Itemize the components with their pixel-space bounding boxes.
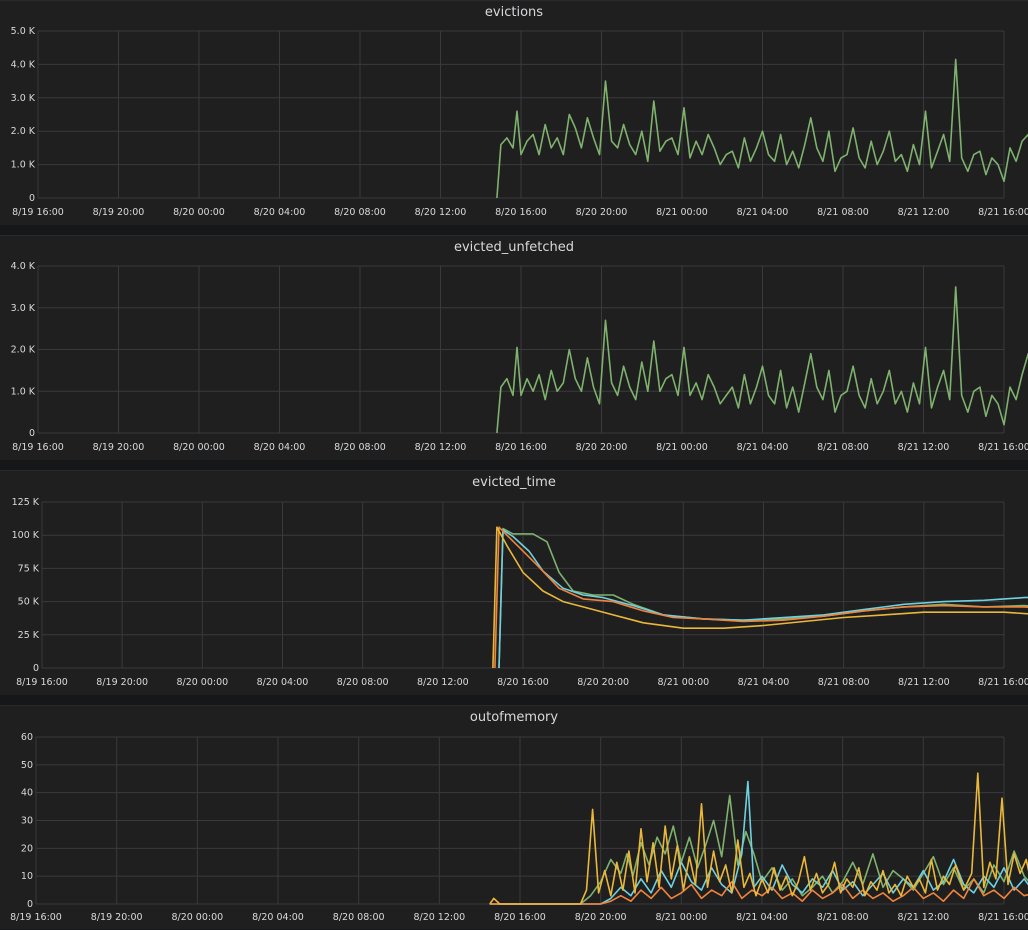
y-tick-label: 0 xyxy=(33,663,39,674)
chart-outofmemory: 0 10 20 30 40 50 60 8/19 16:00 8/19 20:00 8/20 00… xyxy=(10,732,1028,923)
x-tick-label: 8/21 04:00 xyxy=(737,442,789,453)
x-tick-label: 8/20 04:00 xyxy=(254,207,306,218)
y-tick-label: 0 xyxy=(29,193,35,204)
x-tick-label: 8/20 08:00 xyxy=(334,442,386,453)
x-tick-label: 8/21 12:00 xyxy=(897,912,949,923)
x-tick-label: 8/21 16:00 xyxy=(978,677,1028,688)
x-tick-label: 8/21 08:00 xyxy=(818,677,870,688)
x-tick-label: 8/20 00:00 xyxy=(173,207,225,218)
x-tick-label: 8/21 00:00 xyxy=(656,442,708,453)
series-line-yellow xyxy=(492,526,1028,669)
x-tick-label: 8/19 16:00 xyxy=(10,912,62,923)
x-tick-label: 8/20 00:00 xyxy=(173,442,225,453)
x-tick-label: 8/21 04:00 xyxy=(736,912,788,923)
y-tick-label: 125 K xyxy=(12,497,40,508)
x-tick-label: 8/20 00:00 xyxy=(176,677,228,688)
panel-title: outofmemory xyxy=(469,710,559,725)
x-tick-label: 8/20 08:00 xyxy=(333,912,385,923)
x-tick-label: 8/21 16:00 xyxy=(978,912,1028,923)
x-tick-label: 8/20 20:00 xyxy=(576,207,628,218)
panel-title: evictions xyxy=(484,5,544,20)
y-tick-label: 25 K xyxy=(18,630,40,641)
y-tick-label: 60 xyxy=(21,732,33,743)
series-line-orange xyxy=(494,526,1028,669)
y-tick-label: 30 xyxy=(21,816,33,827)
y-tick-label: 3.0 K xyxy=(11,93,36,104)
x-tick-label: 8/19 16:00 xyxy=(12,207,64,218)
x-tick-label: 8/20 16:00 xyxy=(495,207,547,218)
chart-panel-outofmemory: outofmemory 0 10 20 30 40 50 60 8/19 16:00 8/19 … xyxy=(0,705,1028,929)
x-tick-label: 8/20 12:00 xyxy=(413,912,465,923)
x-tick-label: 8/20 12:00 xyxy=(415,442,467,453)
y-tick-label: 10 xyxy=(21,871,33,882)
y-tick-label: 50 xyxy=(21,760,33,771)
chart-evicted-unfetched: 0 1.0 K 2.0 K 3.0 K 4.0 K 8/19 16:00 8/19 20:0… xyxy=(11,261,1028,453)
x-tick-label: 8/20 12:00 xyxy=(417,677,469,688)
x-tick-label: 8/21 08:00 xyxy=(817,442,869,453)
y-tick-label: 50 K xyxy=(18,597,40,608)
x-tick-label: 8/20 20:00 xyxy=(576,442,628,453)
y-tick-label: 1.0 K xyxy=(11,160,36,171)
series-line-green xyxy=(498,527,1028,669)
series-line-green xyxy=(489,794,1028,905)
series-line-blue xyxy=(489,780,1028,905)
panel-title: evicted_unfetched xyxy=(453,240,575,255)
x-tick-label: 8/20 04:00 xyxy=(254,442,306,453)
x-tick-label: 8/19 20:00 xyxy=(96,677,148,688)
y-tick-label: 2.0 K xyxy=(11,126,36,137)
x-tick-label: 8/19 16:00 xyxy=(16,677,68,688)
x-tick-label: 8/19 16:00 xyxy=(12,442,64,453)
x-tick-label: 8/21 04:00 xyxy=(738,677,790,688)
x-tick-label: 8/21 00:00 xyxy=(655,912,707,923)
x-tick-label: 8/20 04:00 xyxy=(252,912,304,923)
y-tick-label: 40 xyxy=(21,788,33,799)
x-tick-label: 8/20 12:00 xyxy=(415,207,467,218)
series-line-yellow xyxy=(489,772,1028,905)
x-tick-label: 8/21 12:00 xyxy=(898,677,950,688)
y-tick-label: 4.0 K xyxy=(11,261,36,272)
x-tick-label: 8/20 16:00 xyxy=(497,677,549,688)
x-tick-label: 8/19 20:00 xyxy=(91,912,143,923)
y-tick-label: 100 K xyxy=(12,530,40,541)
series-line-green xyxy=(496,286,1028,434)
y-tick-label: 4.0 K xyxy=(11,59,36,70)
x-tick-label: 8/20 00:00 xyxy=(171,912,223,923)
chart-panel-evictions: evictions 0 1.0 K 2.0 K 3.0 K 4.0 K 5.0 K 8/19… xyxy=(0,0,1028,225)
x-tick-label: 8/20 08:00 xyxy=(337,677,389,688)
x-tick-label: 8/21 00:00 xyxy=(657,677,709,688)
x-tick-label: 8/21 00:00 xyxy=(656,207,708,218)
x-tick-label: 8/20 04:00 xyxy=(257,677,309,688)
x-tick-label: 8/21 16:00 xyxy=(978,207,1028,218)
chart-panel-evicted-time: evicted_time 0 25 K 50 K 75 K 100 K 125 K 8/19… xyxy=(0,470,1028,695)
x-tick-label: 8/20 16:00 xyxy=(495,442,547,453)
y-tick-label: 2.0 K xyxy=(11,345,36,356)
panel-title: evicted_time xyxy=(472,475,556,490)
series-line-green xyxy=(496,58,1028,199)
x-tick-label: 8/21 04:00 xyxy=(737,207,789,218)
y-tick-label: 3.0 K xyxy=(11,303,36,314)
y-tick-label: 1.0 K xyxy=(11,386,36,397)
x-tick-label: 8/21 12:00 xyxy=(898,442,950,453)
x-tick-label: 8/19 20:00 xyxy=(93,207,145,218)
y-tick-label: 5.0 K xyxy=(11,26,36,37)
series-line-orange xyxy=(489,878,1028,905)
x-tick-label: 8/21 16:00 xyxy=(978,442,1028,453)
chart-evicted-time: 0 25 K 50 K 75 K 100 K 125 K 8/19 16:00 8/19 20… xyxy=(12,497,1028,688)
x-tick-label: 8/21 08:00 xyxy=(817,207,869,218)
x-tick-label: 8/19 20:00 xyxy=(93,442,145,453)
y-tick-label: 20 xyxy=(21,843,33,854)
x-tick-label: 8/20 16:00 xyxy=(494,912,546,923)
x-tick-label: 8/21 12:00 xyxy=(898,207,950,218)
chart-panel-evicted-unfetched: evicted_unfetched 0 1.0 K 2.0 K 3.0 K 4.0 K 8… xyxy=(0,235,1028,460)
x-tick-label: 8/20 20:00 xyxy=(575,912,627,923)
x-tick-label: 8/20 20:00 xyxy=(577,677,629,688)
y-tick-label: 75 K xyxy=(18,563,40,574)
x-tick-label: 8/20 08:00 xyxy=(334,207,386,218)
y-tick-label: 0 xyxy=(29,428,35,439)
chart-evictions: 0 1.0 K 2.0 K 3.0 K 4.0 K 5.0 K 8/19 16:00 8/19… xyxy=(11,26,1028,218)
x-tick-label: 8/21 08:00 xyxy=(817,912,869,923)
y-tick-label: 0 xyxy=(27,899,33,910)
